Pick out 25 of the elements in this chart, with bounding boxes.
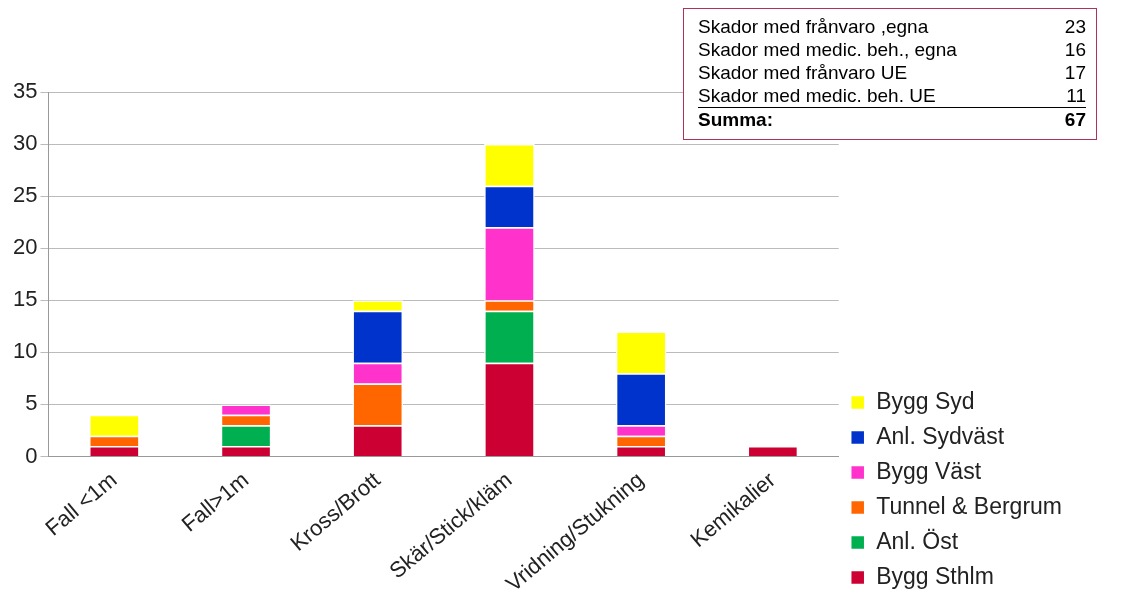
legend-label: Bygg Syd	[876, 387, 975, 414]
y-tick-label: 15	[12, 286, 38, 312]
annotation: Summa:	[698, 108, 774, 131]
legend-label: Bygg Sthlm	[876, 562, 994, 589]
y-tick-label: 10	[12, 338, 38, 364]
text: 16	[1064, 38, 1086, 61]
text: 11	[1064, 84, 1086, 108]
y-tick-label: 35	[12, 78, 38, 104]
text: Skador med medic. beh., egna	[698, 38, 958, 61]
text: 17	[1064, 61, 1086, 84]
text: 67	[1064, 108, 1086, 131]
legend-label: Bygg Väst	[876, 457, 982, 484]
y-tick-label: 25	[12, 182, 38, 208]
text: Skador med frånvaro UE	[698, 61, 909, 84]
legend-label: Anl. Sydväst	[876, 422, 1005, 449]
y-tick-label: 0	[25, 442, 38, 468]
y-tick-label: 30	[12, 130, 38, 156]
text: 23	[1064, 15, 1086, 38]
y-tick-label: 5	[25, 390, 38, 416]
legend-label: Anl. Öst	[876, 527, 959, 554]
text: Skador med frånvaro ,egna	[698, 15, 930, 38]
y-tick-label: 20	[12, 234, 38, 260]
x-tick-label: Fall <1m	[40, 466, 122, 541]
annotation: Skador med medic. beh. UE	[698, 84, 1065, 108]
legend-label: Tunnel & Bergrum	[876, 492, 1063, 519]
